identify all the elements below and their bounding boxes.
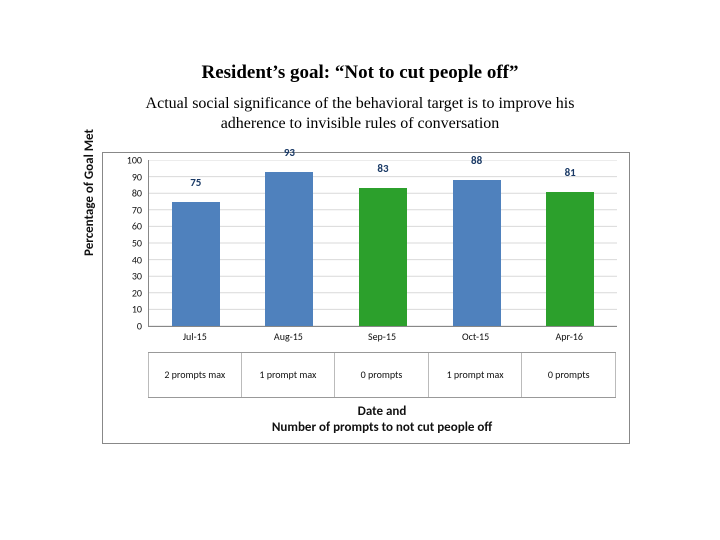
x-axis-ticks: Jul-15 Aug-15 Sep-15 Oct-15 Apr-16 (148, 330, 616, 350)
prompts-cell: 0 prompts (522, 353, 616, 397)
bar (359, 188, 407, 326)
bar-value-label: 81 (546, 166, 594, 179)
y-tick-label: 20 (132, 286, 142, 299)
y-tick-label: 30 (132, 270, 142, 283)
x-tick-label: Oct-15 (436, 330, 516, 343)
y-tick-label: 100 (127, 154, 142, 167)
x-tick-label: Apr-16 (529, 330, 609, 343)
y-tick-label: 80 (132, 187, 142, 200)
y-tick-label: 0 (137, 320, 142, 333)
y-tick-label: 90 (132, 170, 142, 183)
prompts-row: 2 prompts max1 prompt max0 prompts1 prom… (148, 352, 616, 398)
x-axis-label-line2: Number of prompts to not cut people off (148, 420, 616, 436)
slide: Resident’s goal: “Not to cut people off”… (0, 0, 720, 540)
bar-value-label: 83 (359, 162, 407, 175)
y-tick-label: 40 (132, 253, 142, 266)
bar-value-label: 93 (265, 146, 313, 159)
x-axis-label-line1: Date and (148, 404, 616, 420)
y-tick-label: 10 (132, 303, 142, 316)
y-tick-label: 70 (132, 203, 142, 216)
y-axis-ticks: 0102030405060708090100 (112, 156, 142, 326)
bar (172, 202, 220, 327)
bar (546, 192, 594, 326)
y-tick-label: 60 (132, 220, 142, 233)
prompts-cell: 0 prompts (335, 353, 429, 397)
x-tick-label: Aug-15 (248, 330, 328, 343)
bar (453, 180, 501, 326)
y-axis-label: Percentage of Goal Met (82, 129, 97, 256)
prompts-cell: 1 prompt max (429, 353, 523, 397)
bar (265, 172, 313, 326)
y-tick-label: 50 (132, 237, 142, 250)
chart-container: Percentage of Goal Met 01020304050607080… (90, 156, 630, 456)
prompts-cell: 2 prompts max (148, 353, 242, 397)
x-axis-label: Date and Number of prompts to not cut pe… (148, 404, 616, 435)
bar-value-label: 88 (453, 154, 501, 167)
slide-subtitle: Actual social significance of the behavi… (120, 94, 600, 134)
plot-area: 7593838881 (148, 160, 617, 327)
bar-value-label: 75 (172, 176, 220, 189)
prompts-cell: 1 prompt max (242, 353, 336, 397)
slide-title: Resident’s goal: “Not to cut people off” (0, 0, 720, 84)
x-tick-label: Sep-15 (342, 330, 422, 343)
x-tick-label: Jul-15 (155, 330, 235, 343)
